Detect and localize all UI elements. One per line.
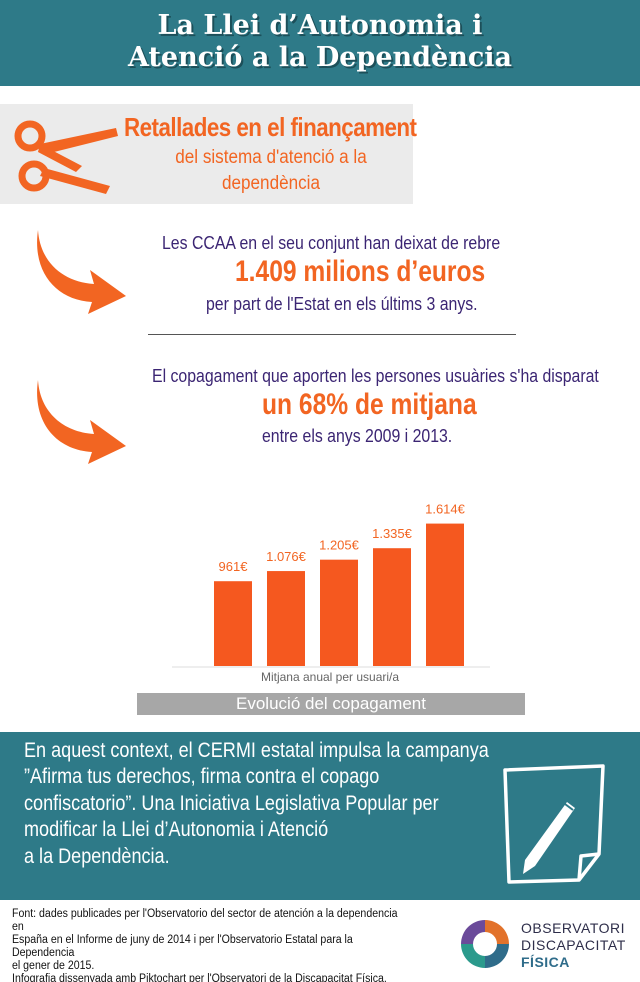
scissors-icon xyxy=(14,120,118,194)
footer-line3: el gener de 2015. xyxy=(12,960,95,972)
header-banner xyxy=(0,0,640,86)
footer-sources: Font: dades publicades per l'Observatori… xyxy=(12,908,398,982)
logo-line3: FÍSICA xyxy=(521,954,570,970)
stat2-line1: El copagament que aporten les persones u… xyxy=(152,366,599,386)
observatori-logo-text: OBSERVATORI DISCAPACITAT FÍSICA xyxy=(521,920,626,971)
curved-arrow-icon xyxy=(37,230,126,314)
observatori-logo-icon xyxy=(461,920,509,968)
campaign-line3: confiscatorio”. Una Iniciativa Legislati… xyxy=(24,791,439,815)
cuts-panel xyxy=(0,104,413,204)
stat1-line2: per part de l'Estat en els últims 3 anys… xyxy=(206,294,478,314)
logo-line2: DISCAPACITAT xyxy=(521,937,626,953)
curved-arrow-icon xyxy=(37,380,126,464)
divider xyxy=(148,334,516,335)
cuts-title: Retallades en el finançament xyxy=(124,112,417,142)
chart-title-bar xyxy=(137,693,525,715)
chart-title: Evolució del copagament xyxy=(236,694,426,713)
chart-bar xyxy=(320,559,358,666)
footer-line1: Font: dades publicades per l'Observatori… xyxy=(12,908,398,933)
cuts-subtitle: del sistema d'atenció a la dependència xyxy=(175,147,367,194)
chart-x-axis-label: Mitjana anual per usuari/a xyxy=(260,670,400,684)
stat2-line2: entre els anys 2009 i 2013. xyxy=(262,426,453,446)
chart-data-label: 1.205€ xyxy=(319,538,360,553)
stat1-line1: Les CCAA en el seu conjunt han deixat de… xyxy=(162,233,501,253)
campaign-text: En aquest context, el CERMI estatal impu… xyxy=(24,738,489,870)
chart-data-label: 1.335€ xyxy=(372,526,413,541)
campaign-panel xyxy=(0,732,640,900)
page-title: La Llei d’Autonomia i Atenció a la Depen… xyxy=(0,10,640,74)
page-title-line1: La Llei d’Autonomia i xyxy=(157,10,483,41)
campaign-line4: modificar la Llei d’Autonomia i Atenció xyxy=(24,818,329,842)
copayment-bar-chart: 961€ 1.076€ 1.205€ 1.335€ 1.614€ xyxy=(172,502,490,668)
chart-bar xyxy=(214,581,252,666)
chart-bar xyxy=(373,548,411,666)
chart-bar xyxy=(267,571,305,666)
footer-line4: Infografia dissenyada amb Piktochart per… xyxy=(12,973,387,982)
footer-line2: España en el Informe de juny de 2014 i p… xyxy=(12,934,353,959)
stat2-highlight: un 68% de mitjana xyxy=(262,388,477,421)
chart-data-label: 1.614€ xyxy=(425,502,466,517)
chart-data-label: 1.076€ xyxy=(266,549,307,564)
document-pen-icon xyxy=(503,764,605,884)
logo-line1: OBSERVATORI xyxy=(521,920,626,936)
stat1-highlight: 1.409 milions d’euros xyxy=(235,255,486,288)
campaign-line5: a la Dependència. xyxy=(24,844,170,868)
chart-data-label: 961€ xyxy=(219,559,249,574)
campaign-line1: En aquest context, el CERMI estatal impu… xyxy=(24,739,489,762)
campaign-line2: ”Afirma tus derechos, firma contra el co… xyxy=(24,765,380,789)
chart-bar xyxy=(426,523,464,666)
page-title-line2: Atenció a la Dependència xyxy=(127,42,513,73)
